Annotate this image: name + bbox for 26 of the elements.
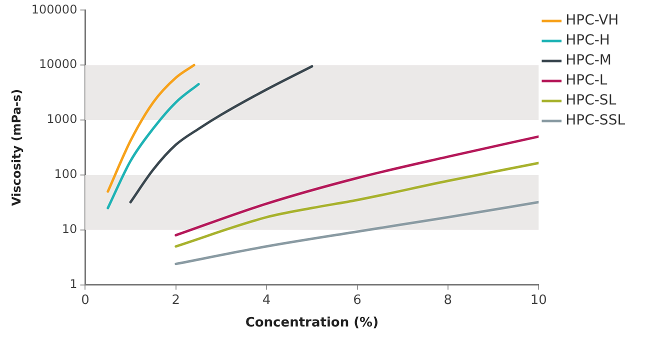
line-series (129, 65, 314, 204)
legend-label: HPC-L (566, 72, 608, 89)
line-series (174, 200, 539, 266)
y-tick-label: 1 (70, 276, 78, 291)
y-tick-label: 1000 (46, 112, 78, 126)
x-tick-label: 8 (444, 292, 452, 308)
x-tick-label: 10 (530, 292, 547, 308)
y-tick-label: 10000 (39, 57, 78, 72)
line-series (174, 135, 539, 236)
x-axis-title: Concentration (%) (245, 316, 379, 331)
legend-label: HPC-H (566, 32, 610, 49)
y-axis-title: Viscosity (mPa-s) (9, 89, 24, 206)
x-tick-label: 6 (353, 292, 362, 308)
legend-label: HPC-M (566, 52, 612, 69)
line-series (174, 162, 539, 248)
line-series (106, 82, 200, 210)
y-tick-label: 100 (54, 167, 78, 182)
legend-label: HPC-SSL (566, 112, 626, 129)
y-tick-label: 10 (62, 222, 78, 236)
line-series (106, 64, 196, 193)
x-tick-label: 0 (81, 292, 90, 308)
x-tick-label: 2 (172, 292, 180, 308)
y-tick-label: 100000 (31, 2, 78, 16)
x-tick-label: 4 (262, 292, 271, 308)
legend-label: HPC-VH (566, 12, 619, 29)
legend-label: HPC-SL (566, 92, 616, 109)
